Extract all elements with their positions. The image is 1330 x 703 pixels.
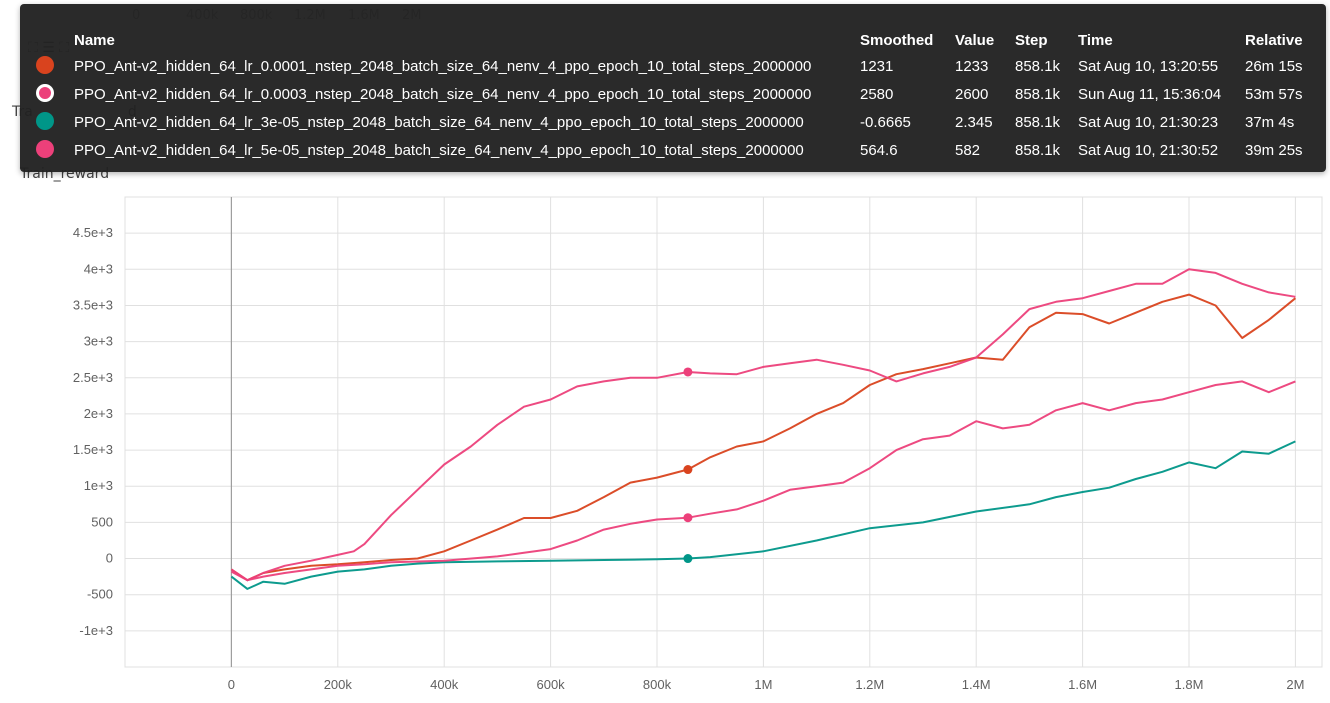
- tooltip-header: Name Smoothed Value Step Time Relative: [20, 28, 1326, 54]
- series-line-0: [230, 293, 1297, 582]
- tooltip-cell-smoothed: 1231: [860, 58, 894, 75]
- tooltip-cell-smoothed: 2580: [860, 86, 894, 103]
- series-line-2: [230, 440, 1296, 590]
- tooltip-cell-smoothed: 564.6: [860, 142, 898, 159]
- tooltip-cell-relative: 53m 57s: [1245, 86, 1303, 103]
- header-value: Value: [955, 32, 995, 49]
- x-tick-label: 1.6M: [1068, 677, 1097, 692]
- series-line-1: [230, 268, 1296, 582]
- tooltip-cell-step: 858.1k: [1015, 142, 1061, 159]
- x-tick-label: 800k: [643, 677, 672, 692]
- y-tick-label: 1e+3: [84, 478, 113, 493]
- x-tick-label: 200k: [324, 677, 353, 692]
- tooltip-cell-step: 858.1k: [1015, 86, 1061, 103]
- series-line-3: [230, 380, 1296, 582]
- tooltip-row: PPO_Ant-v2_hidden_64_lr_5e-05_nstep_2048…: [20, 138, 1326, 164]
- tooltip-cell-time: Sat Aug 10, 21:30:52: [1078, 142, 1219, 159]
- series-hover-point-1: [683, 367, 693, 377]
- series-hover-point-3: [683, 513, 693, 523]
- x-tick-label: 2M: [1286, 677, 1304, 692]
- header-name: Name: [74, 32, 115, 49]
- series-color-dot: [36, 84, 54, 102]
- x-tick-label: 0: [228, 677, 235, 692]
- y-tick-label: 3e+3: [84, 334, 113, 349]
- tooltip-cell-step: 858.1k: [1015, 114, 1061, 131]
- y-tick-label: 2.5e+3: [73, 370, 113, 385]
- series-color-dot: [36, 56, 54, 74]
- tooltip-cell-name: PPO_Ant-v2_hidden_64_lr_0.0001_nstep_204…: [74, 58, 812, 75]
- hover-tooltip: Name Smoothed Value Step Time Relative P…: [20, 4, 1326, 172]
- header-step: Step: [1015, 32, 1048, 49]
- tooltip-cell-relative: 26m 15s: [1245, 58, 1303, 75]
- series-hover-point-0: [683, 465, 693, 475]
- tooltip-row: PPO_Ant-v2_hidden_64_lr_0.0001_nstep_204…: [20, 54, 1326, 80]
- x-tick-label: 1.2M: [855, 677, 884, 692]
- series-color-dot: [36, 112, 54, 130]
- y-tick-label: 4e+3: [84, 261, 113, 276]
- x-tick-label: 1.4M: [962, 677, 991, 692]
- y-tick-label: 4.5e+3: [73, 225, 113, 240]
- tooltip-cell-time: Sat Aug 10, 13:20:55: [1078, 58, 1219, 75]
- plot-area: [124, 196, 1323, 668]
- tooltip-row: PPO_Ant-v2_hidden_64_lr_3e-05_nstep_2048…: [20, 110, 1326, 136]
- tooltip-cell-value: 2.345: [955, 114, 993, 131]
- tooltip-cell-value: 2600: [955, 86, 989, 103]
- y-tick-label: 2e+3: [84, 406, 113, 421]
- tooltip-cell-name: PPO_Ant-v2_hidden_64_lr_5e-05_nstep_2048…: [74, 142, 804, 159]
- x-tick-label: 600k: [536, 677, 565, 692]
- tooltip-cell-relative: 39m 25s: [1245, 142, 1303, 159]
- tooltip-cell-value: 582: [955, 142, 981, 159]
- tooltip-cell-smoothed: -0.6665: [860, 114, 911, 131]
- x-tick-label: 400k: [430, 677, 459, 692]
- tooltip-cell-name: PPO_Ant-v2_hidden_64_lr_3e-05_nstep_2048…: [74, 114, 804, 131]
- tooltip-cell-step: 858.1k: [1015, 58, 1061, 75]
- tooltip-cell-time: Sun Aug 11, 15:36:04: [1078, 86, 1222, 103]
- tooltip-row: PPO_Ant-v2_hidden_64_lr_0.0003_nstep_204…: [20, 82, 1326, 108]
- tooltip-cell-relative: 37m 4s: [1245, 114, 1295, 131]
- line-chart[interactable]: -1e+3 -500 0 500 1e+3 1.5e+3 2e+3 2.5e+3 3e+3 3.5…: [0, 185, 1330, 703]
- y-tick-label: 500: [91, 514, 113, 529]
- tooltip-cell-value: 1233: [955, 58, 989, 75]
- y-tick-label: 1.5e+3: [73, 442, 113, 457]
- series-color-dot: [36, 140, 54, 158]
- y-tick-label: -1e+3: [79, 623, 113, 638]
- header-time: Time: [1078, 32, 1113, 49]
- tooltip-cell-time: Sat Aug 10, 21:30:23: [1078, 114, 1219, 131]
- tooltip-cell-name: PPO_Ant-v2_hidden_64_lr_0.0003_nstep_204…: [74, 86, 812, 103]
- y-tick-label: -500: [87, 587, 113, 602]
- y-tick-label: 0: [106, 551, 113, 566]
- header-relative: Relative: [1245, 32, 1303, 49]
- y-tick-label: 3.5e+3: [73, 297, 113, 312]
- x-tick-label: 1.8M: [1175, 677, 1204, 692]
- header-smoothed: Smoothed: [860, 32, 934, 49]
- series-hover-point-2: [683, 554, 693, 564]
- x-tick-label: 1M: [754, 677, 772, 692]
